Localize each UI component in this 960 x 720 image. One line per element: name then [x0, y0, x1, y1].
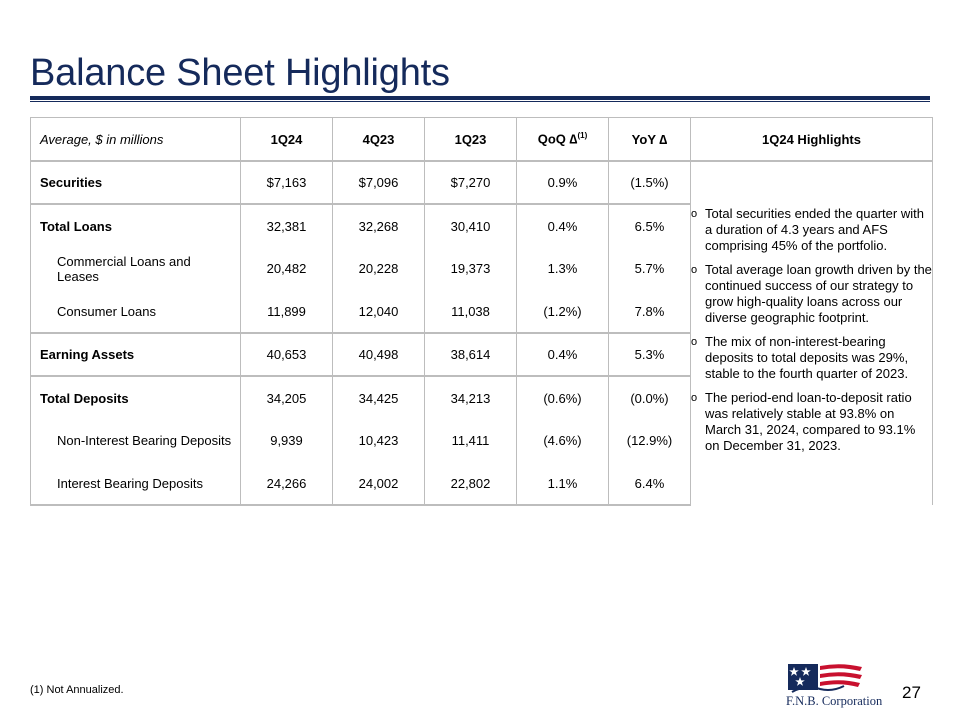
cell-value: 7.8% — [608, 290, 691, 333]
cell-value: 30,410 — [424, 203, 517, 247]
cell-value: 6.4% — [608, 462, 691, 506]
highlight-text: Total securities ended the quarter with … — [705, 205, 924, 253]
cell-value: 34,425 — [332, 375, 425, 419]
cell-value: (0.0%) — [608, 375, 691, 419]
highlight-item: o The mix of non-interest-bearing deposit… — [691, 334, 932, 382]
header-qoq-footnote-ref: (1) — [577, 131, 588, 141]
table-header-row: Average, $ in millions 1Q24 4Q23 1Q23 Qo… — [30, 117, 933, 162]
cell-value: 6.5% — [608, 203, 691, 247]
cell-value: (0.6%) — [516, 375, 609, 419]
cell-value: $7,096 — [332, 161, 425, 204]
cell-value: 11,899 — [240, 290, 333, 333]
row-label: Securities — [30, 161, 241, 204]
header-yoy: YoY ∆ — [608, 117, 691, 162]
header-4q23: 4Q23 — [332, 117, 425, 162]
cell-value: 5.7% — [608, 247, 691, 290]
highlights-cell: o Total securities ended the quarter with… — [690, 161, 933, 505]
cell-value: 19,373 — [424, 247, 517, 290]
cell-value: 32,381 — [240, 203, 333, 247]
row-label: Commercial Loans and Leases — [30, 247, 241, 290]
cell-value: (1.2%) — [516, 290, 609, 333]
row-label: Total Deposits — [30, 375, 241, 419]
bullet-circle-icon: o — [691, 207, 698, 220]
highlights-list: o Total securities ended the quarter with… — [691, 206, 932, 454]
row-label: Interest Bearing Deposits — [30, 462, 241, 506]
row-label: Total Loans — [30, 203, 241, 247]
table-row-interest-bearing: Interest Bearing Deposits 24,266 24,002 … — [30, 462, 933, 506]
cell-value: (4.6%) — [516, 419, 609, 462]
header-qoq-label: QoQ ∆ — [537, 131, 578, 147]
highlight-item: o Total securities ended the quarter with… — [691, 206, 932, 254]
header-qoq: QoQ ∆(1) — [516, 117, 609, 162]
cell-value: 24,002 — [332, 462, 425, 506]
table-row-commercial-loans: Commercial Loans and Leases 20,482 20,22… — [30, 247, 933, 290]
flag-hands-icon — [788, 664, 862, 693]
row-label: Non-Interest Bearing Deposits — [30, 419, 241, 462]
cell-value: 40,498 — [332, 332, 425, 376]
cell-value: 0.9% — [516, 161, 609, 204]
highlight-text: Total average loan growth driven by the … — [705, 261, 932, 325]
title-divider — [30, 96, 930, 100]
cell-value: 9,939 — [240, 419, 333, 462]
cell-value: 12,040 — [332, 290, 425, 333]
cell-value: 40,653 — [240, 332, 333, 376]
highlight-item: o Total average loan growth driven by the… — [691, 262, 932, 326]
cell-value: 32,268 — [332, 203, 425, 247]
cell-value: 0.4% — [516, 203, 609, 247]
header-row-label: Average, $ in millions — [30, 117, 241, 162]
cell-value: $7,270 — [424, 161, 517, 204]
cell-value: 11,038 — [424, 290, 517, 333]
highlight-text: The period-end loan-to-deposit ratio was… — [705, 389, 916, 453]
bullet-circle-icon: o — [691, 335, 698, 348]
cell-value: 20,482 — [240, 247, 333, 290]
table-row-consumer-loans: Consumer Loans 11,899 12,040 11,038 (1.2… — [30, 290, 933, 333]
table-row-total-deposits: Total Deposits 34,205 34,425 34,213 (0.6… — [30, 375, 933, 419]
cell-value: 24,266 — [240, 462, 333, 506]
table-row-earning-assets: Earning Assets 40,653 40,498 38,614 0.4%… — [30, 332, 933, 376]
cell-value: 20,228 — [332, 247, 425, 290]
cell-value: $7,163 — [240, 161, 333, 204]
company-logo: F.N.B. Corporation — [786, 662, 886, 710]
title-divider-thin — [30, 101, 930, 102]
cell-value: 11,411 — [424, 419, 517, 462]
cell-value: (1.5%) — [608, 161, 691, 204]
cell-value: 1.3% — [516, 247, 609, 290]
cell-value: 10,423 — [332, 419, 425, 462]
table-row-non-interest-bearing: Non-Interest Bearing Deposits 9,939 10,4… — [30, 419, 933, 462]
cell-value: 22,802 — [424, 462, 517, 506]
slide-title: Balance Sheet Highlights — [30, 52, 450, 94]
row-label: Consumer Loans — [30, 290, 241, 333]
cell-value: 38,614 — [424, 332, 517, 376]
cell-value: 1.1% — [516, 462, 609, 506]
row-label: Earning Assets — [30, 332, 241, 376]
header-highlights: 1Q24 Highlights — [690, 117, 933, 162]
header-1q24: 1Q24 — [240, 117, 333, 162]
cell-value: (12.9%) — [608, 419, 691, 462]
cell-value: 5.3% — [608, 332, 691, 376]
cell-value: 0.4% — [516, 332, 609, 376]
bullet-circle-icon: o — [691, 391, 698, 404]
table-row-securities: Securities $7,163 $7,096 $7,270 0.9% (1.… — [30, 161, 933, 505]
table-row-total-loans: Total Loans 32,381 32,268 30,410 0.4% 6.… — [30, 203, 933, 247]
bullet-circle-icon: o — [691, 263, 698, 276]
page-number: 27 — [902, 683, 921, 702]
highlight-item: o The period-end loan-to-deposit ratio wa… — [691, 390, 932, 454]
cell-value: 34,213 — [424, 375, 517, 419]
cell-value: 34,205 — [240, 375, 333, 419]
highlight-text: The mix of non-interest-bearing deposits… — [705, 333, 909, 381]
footnote: (1) Not Annualized. — [30, 684, 124, 696]
balance-sheet-table: Average, $ in millions 1Q24 4Q23 1Q23 Qo… — [30, 117, 933, 506]
logo-wordmark: F.N.B. Corporation — [786, 694, 883, 708]
header-1q23: 1Q23 — [424, 117, 517, 162]
